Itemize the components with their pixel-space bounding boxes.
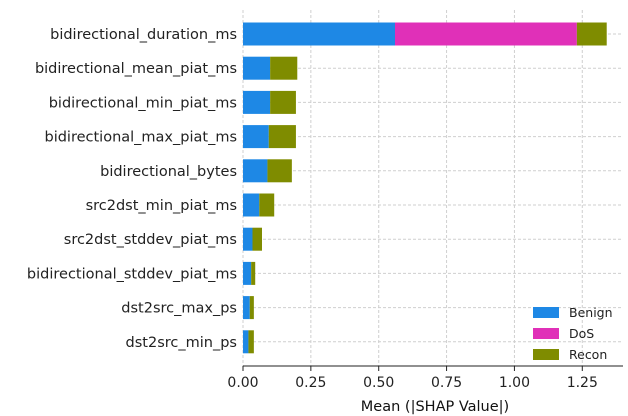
category-label-7: bidirectional_stddev_piat_ms <box>27 266 237 282</box>
x-axis-title: Mean (|SHAP Value|) <box>361 399 509 415</box>
bar-benign-5 <box>243 193 260 217</box>
category-label-4: bidirectional_bytes <box>100 164 237 180</box>
x-axis: 0.00 0.25 0.50 0.75 1.00 1.25 <box>227 365 623 391</box>
bar-benign-6 <box>243 227 253 251</box>
x-tick-label-2: 0.50 <box>363 375 394 391</box>
bar-recon-4 <box>267 159 292 183</box>
category-label-0: bidirectional_duration_ms <box>50 27 237 43</box>
bar-dos-0 <box>395 22 577 46</box>
category-label-6: src2dst_stddev_piat_ms <box>64 232 237 248</box>
x-tick-label-0: 0.00 <box>227 375 258 391</box>
legend-label-benign: Benign <box>569 305 613 320</box>
category-label-5: src2dst_min_piat_ms <box>86 198 237 214</box>
bar-benign-3 <box>243 125 269 149</box>
bar-benign-0 <box>243 22 395 46</box>
bar-benign-2 <box>243 90 271 114</box>
legend-swatch-dos <box>533 328 559 339</box>
x-tick-label-1: 0.25 <box>295 375 326 391</box>
category-label-9: dst2src_min_ps <box>126 335 237 351</box>
category-label-3: bidirectional_max_piat_ms <box>44 130 237 146</box>
legend-swatch-recon <box>533 349 559 360</box>
bar-recon-0 <box>576 22 607 46</box>
bars <box>243 22 607 354</box>
category-label-8: dst2src_max_ps <box>121 301 237 317</box>
legend: Benign DoS Recon <box>533 305 613 362</box>
bar-benign-1 <box>243 56 271 80</box>
category-label-1: bidirectional_mean_piat_ms <box>35 61 237 77</box>
bar-recon-7 <box>251 261 256 285</box>
bar-recon-5 <box>259 193 275 217</box>
legend-label-recon: Recon <box>569 347 607 362</box>
bar-benign-9 <box>243 330 249 354</box>
bar-recon-1 <box>270 56 298 80</box>
bar-benign-4 <box>243 159 268 183</box>
grid-lines <box>242 10 623 366</box>
category-label-2: bidirectional_min_piat_ms <box>49 95 237 111</box>
legend-swatch-benign <box>533 307 559 318</box>
bar-recon-9 <box>248 330 254 354</box>
bar-recon-2 <box>270 90 296 114</box>
bar-benign-7 <box>243 261 252 285</box>
bar-recon-8 <box>249 296 254 320</box>
bar-recon-6 <box>252 227 262 251</box>
bar-recon-3 <box>268 125 296 149</box>
x-tick-label-5: 1.25 <box>567 375 598 391</box>
x-tick-label-4: 1.00 <box>499 375 530 391</box>
legend-label-dos: DoS <box>569 326 594 341</box>
bar-benign-8 <box>243 296 250 320</box>
category-labels: bidirectional_duration_ms bidirectional_m… <box>27 27 237 351</box>
x-tick-label-3: 0.75 <box>431 375 462 391</box>
